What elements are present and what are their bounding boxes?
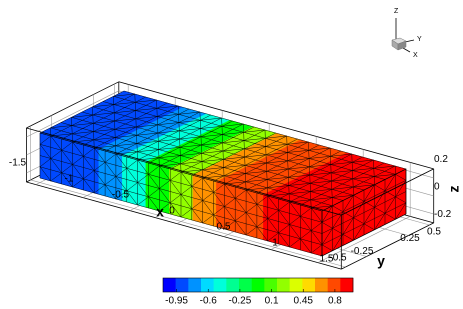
z-tick-label: 0	[434, 182, 440, 193]
y-tick-label: 0.25	[400, 233, 420, 244]
triad-label: Y	[417, 36, 422, 43]
colorbar-cell	[201, 278, 214, 292]
grid-line	[26, 90, 119, 138]
x-tick-label: 0.5	[217, 222, 231, 233]
x-tick-label: 1	[272, 238, 278, 249]
x-tick-label: 1.5	[320, 254, 334, 265]
frame-edge	[341, 168, 434, 216]
colorbar-cell	[264, 278, 278, 292]
y-tick-label: -0.25	[351, 246, 374, 257]
frame-edge	[26, 127, 342, 216]
colorbar-cell	[163, 278, 176, 292]
triad-label: X	[413, 52, 418, 59]
y-tick-label: -0.5	[329, 253, 347, 264]
orientation-triad: Z Y X	[391, 8, 422, 59]
colorbar-frame	[162, 277, 354, 293]
colorbar-tick-label: -0.25	[229, 296, 252, 307]
x-tick-label: 0	[169, 206, 175, 217]
colorbar-tick-label: -0.95	[165, 296, 188, 307]
colorbar-tick-label: 0.45	[294, 296, 314, 307]
colorbar-cell	[188, 278, 202, 292]
grid-line	[317, 216, 411, 263]
frame-edge	[26, 81, 119, 129]
colorbar-tick-label: 0.8	[328, 296, 342, 307]
frame-edge	[26, 181, 342, 270]
colorbar-cell	[340, 278, 354, 292]
frame-edge	[341, 222, 434, 270]
colorbar-cell	[226, 278, 240, 292]
x-tick-label: -0.5	[112, 190, 130, 201]
x-tick-label: -1	[65, 174, 74, 185]
y-axis-label: y	[377, 253, 385, 269]
colorbar-cell	[289, 278, 303, 292]
x-tick-label: -1.5	[9, 158, 27, 169]
z-tick-label: -0.2	[434, 209, 452, 220]
colorbar-cell	[175, 278, 189, 292]
colorbar-cell	[315, 278, 328, 292]
colorbar-cell	[302, 278, 316, 292]
colorbar-tick-label: 0.1	[265, 296, 279, 307]
colorbar-cell	[277, 278, 290, 292]
colorbar-cell	[239, 278, 252, 292]
colorbar-cell	[327, 278, 341, 292]
triad-cube	[397, 40, 407, 51]
y-tick-label: 0.5	[427, 227, 441, 238]
triad-label: Z	[394, 8, 399, 15]
colorbar-cell	[251, 278, 265, 292]
z-axis-label: z	[446, 186, 462, 193]
mesh	[39, 132, 323, 257]
x-axis-label: x	[156, 204, 164, 220]
grid-line	[30, 179, 346, 268]
frame-edge	[118, 81, 434, 170]
colorbar-cell	[213, 278, 227, 292]
mesh	[321, 168, 407, 257]
colorbar-tick-label: -0.6	[200, 296, 218, 307]
z-tick-label: 0.2	[434, 154, 448, 165]
